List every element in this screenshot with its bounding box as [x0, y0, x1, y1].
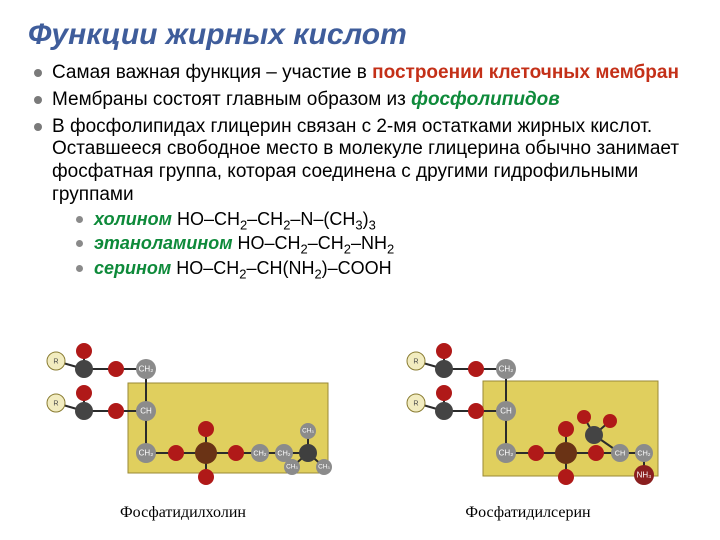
bullet-2-highlight: фосфолипидов — [411, 89, 560, 110]
svg-text:CH₂: CH₂ — [139, 365, 154, 374]
sub-1: холином HO–CH2–CH2–N–(CH3)3 — [94, 209, 692, 231]
sub-3-a: HO–CH — [171, 258, 239, 278]
sub-bullet-list: холином HO–CH2–CH2–N–(CH3)3 этаноламином… — [74, 209, 692, 280]
sub-2-c: –NH — [351, 233, 387, 253]
svg-text:CH: CH — [140, 407, 152, 416]
sub-2-s2: 2 — [344, 242, 351, 257]
molecule-diagram-left: R CH₂ R CH CH₂ CH₂ CH₂ CH₃ CH₃ CH₃ — [28, 335, 338, 500]
bullet-1: Самая важная функция – участие в построе… — [52, 62, 692, 85]
svg-text:CH: CH — [615, 449, 625, 458]
sub-1-s4: 3 — [369, 217, 376, 232]
figure-left-caption: Фосфатидилхолин — [28, 504, 338, 522]
bullet-list: Самая важная функция – участие в построе… — [32, 62, 692, 280]
svg-text:CH₂: CH₂ — [253, 449, 266, 458]
sub-2-b: –CH — [308, 233, 344, 253]
svg-text:R: R — [413, 357, 418, 366]
sub-3: серином HO–CH2–CH(NH2)–COOH — [94, 258, 692, 280]
sub-3-c: )–COOH — [322, 258, 392, 278]
sub-3-hl: серином — [94, 258, 171, 278]
bullet-1-highlight: построении клеточных мембран — [372, 62, 679, 83]
svg-text:CH₂: CH₂ — [139, 449, 154, 458]
svg-text:CH₃: CH₃ — [318, 464, 330, 471]
sub-1-c: –N–(CH — [290, 209, 355, 229]
bullet-1-pre: Самая важная функция – участие в — [52, 62, 372, 83]
svg-text:CH₃: CH₃ — [302, 428, 314, 435]
sub-3-b: –CH(NH — [246, 258, 314, 278]
bullet-2-pre: Мембраны состоят главным образом из — [52, 89, 411, 110]
svg-text:R: R — [53, 357, 58, 366]
svg-text:CH: CH — [500, 407, 512, 416]
figures-row: R CH₂ R CH CH₂ CH₂ CH₂ CH₃ CH₃ CH₃ Фосфатидилхоли… — [28, 335, 692, 522]
svg-text:CH₂: CH₂ — [637, 449, 650, 458]
sub-1-s3: 3 — [355, 217, 362, 232]
svg-text:R: R — [53, 399, 58, 408]
figure-right-caption: Фосфатидилсерин — [388, 504, 668, 522]
bullet-2: Мембраны состоят главным образом из фосф… — [52, 89, 692, 112]
bullet-3: В фосфолипидах глицерин связан с 2-мя ос… — [52, 116, 692, 280]
sub-2-s3: 2 — [387, 242, 394, 257]
slide: Функции жирных кислот Самая важная функц… — [0, 0, 720, 540]
sub-2: этаноламином HO–CH2–CH2–NH2 — [94, 233, 692, 255]
svg-text:CH₃: CH₃ — [286, 464, 298, 471]
figure-left: R CH₂ R CH CH₂ CH₂ CH₂ CH₃ CH₃ CH₃ Фосфатидилхоли… — [28, 335, 338, 522]
sub-2-a: HO–CH — [233, 233, 301, 253]
slide-title: Функции жирных кислот — [28, 18, 692, 52]
svg-text:CH₂: CH₂ — [277, 449, 290, 458]
svg-text:CH₂: CH₂ — [499, 365, 514, 374]
sub-1-hl: холином — [94, 209, 172, 229]
sub-1-b: –CH — [247, 209, 283, 229]
sub-1-a: HO–CH — [172, 209, 240, 229]
sub-2-hl: этаноламином — [94, 233, 233, 253]
sub-3-s2: 2 — [314, 267, 321, 282]
molecule-diagram-right: R CH₂ R CH CH₂ CH CH₂ NH₃ — [388, 335, 668, 500]
svg-text:NH₃: NH₃ — [637, 471, 652, 480]
svg-text:R: R — [413, 399, 418, 408]
figure-right: R CH₂ R CH CH₂ CH CH₂ NH₃ Фосфатидилсерин — [388, 335, 668, 522]
svg-text:CH₂: CH₂ — [499, 449, 514, 458]
bullet-3-text: В фосфолипидах глицерин связан с 2-мя ос… — [52, 116, 679, 205]
sub-2-s1: 2 — [301, 242, 308, 257]
